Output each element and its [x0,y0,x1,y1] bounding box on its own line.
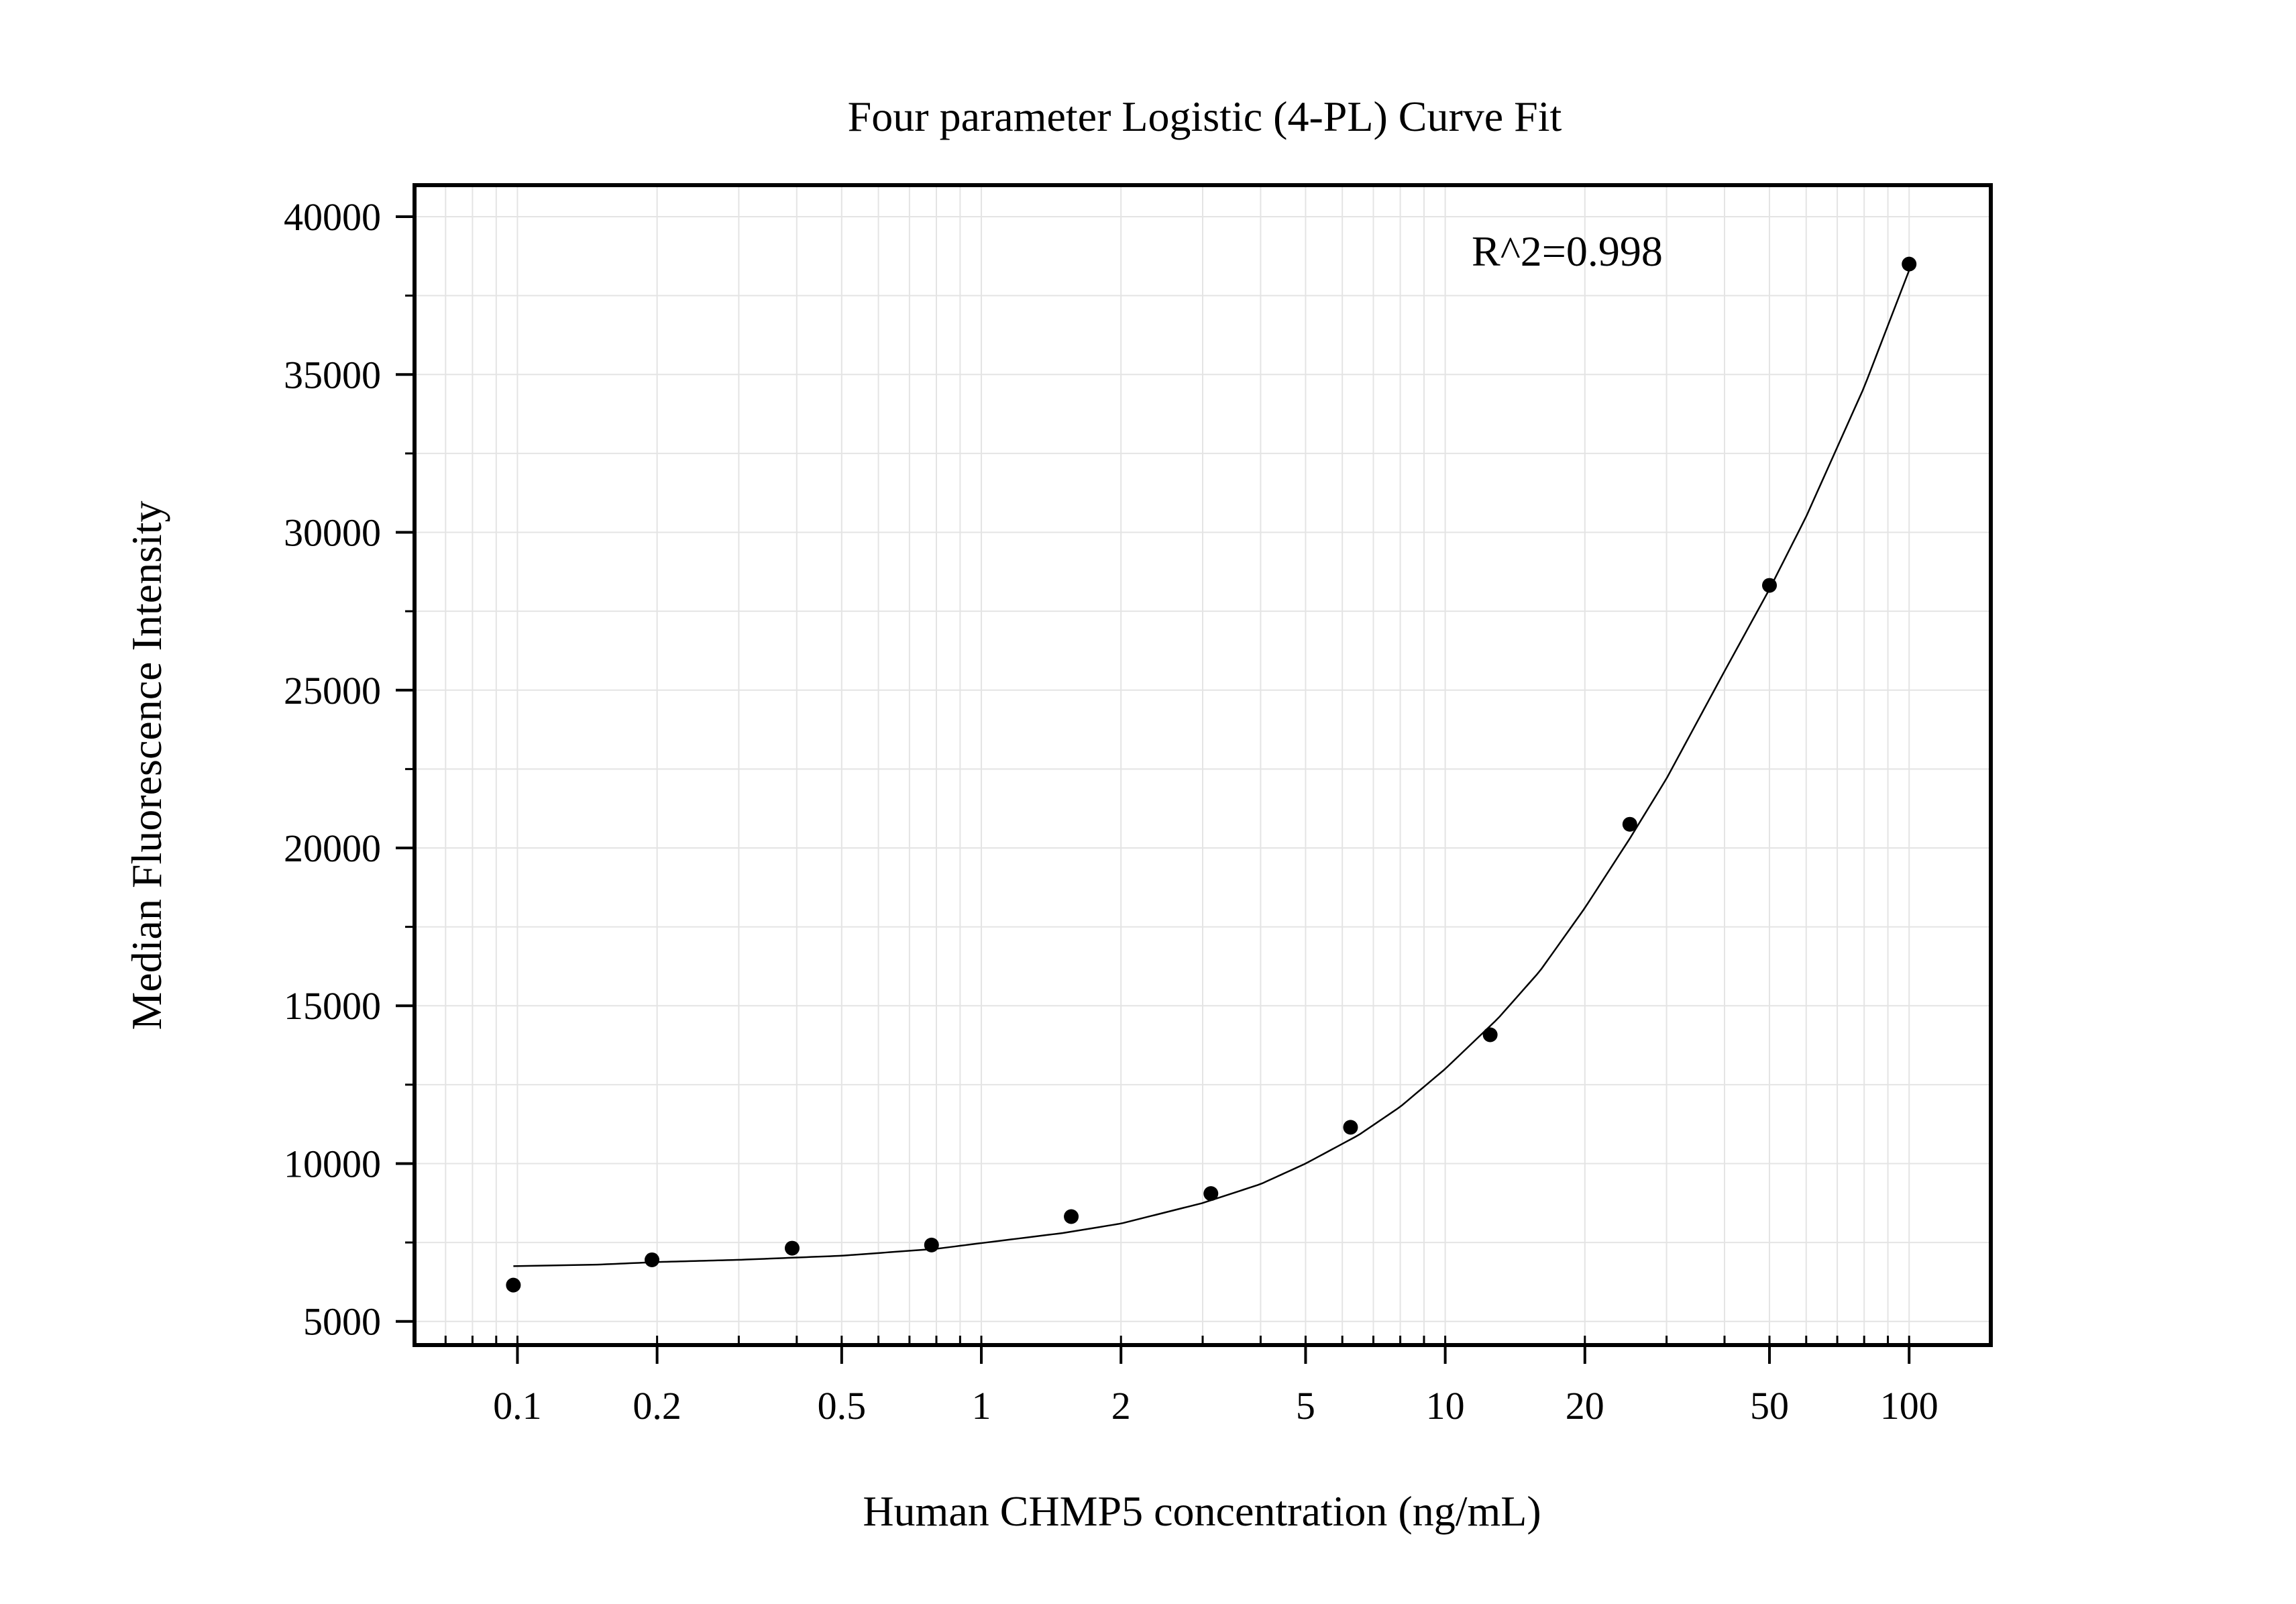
x-tick-label: 1 [972,1384,991,1428]
data-point [645,1252,660,1267]
y-axis-label: Median Fluorescence Intensity [123,500,170,1030]
y-tick-label: 20000 [284,826,381,870]
data-point [1622,816,1637,832]
r-squared-annotation: R^2=0.998 [1472,227,1663,275]
x-tick-label: 0.2 [633,1384,681,1428]
x-axis-label: Human CHMP5 concentration (ng/mL) [863,1487,1541,1535]
data-point [1762,578,1778,593]
data-points [506,256,1917,1293]
y-tick-label: 30000 [284,511,381,555]
data-point [1064,1209,1079,1224]
y-tick-label: 10000 [284,1142,381,1185]
x-tick-label: 10 [1426,1384,1465,1428]
x-tick-label: 5 [1296,1384,1315,1428]
x-tick-label: 50 [1750,1384,1789,1428]
data-point [924,1237,939,1252]
fit-curve [513,270,1910,1267]
y-tick-label: 40000 [284,195,381,239]
x-tick-label: 100 [1880,1384,1938,1428]
y-tick-label: 15000 [284,984,381,1028]
data-point [1343,1120,1358,1135]
data-point [506,1277,521,1293]
y-tick-label: 25000 [284,669,381,712]
y-axis: 5000 10000 15000 20000 25000 30000 35000 40000 [284,195,415,1344]
x-tick-label: 0.5 [818,1384,867,1428]
data-point [1203,1186,1219,1201]
x-tick-label: 2 [1111,1384,1131,1428]
x-tick-label: 20 [1566,1384,1604,1428]
chart-title: Four parameter Logistic (4-PL) Curve Fit [848,93,1562,140]
x-axis: 0.1 0.2 0.5 1 2 5 10 20 50 100 [413,1336,1938,1428]
data-point [784,1240,800,1256]
data-point [1902,256,1917,272]
y-tick-label: 35000 [284,353,381,396]
grid-lines [414,185,1991,1345]
y-tick-label: 5000 [303,1300,381,1344]
data-point [1482,1027,1498,1042]
x-tick-label: 0.1 [493,1384,542,1428]
